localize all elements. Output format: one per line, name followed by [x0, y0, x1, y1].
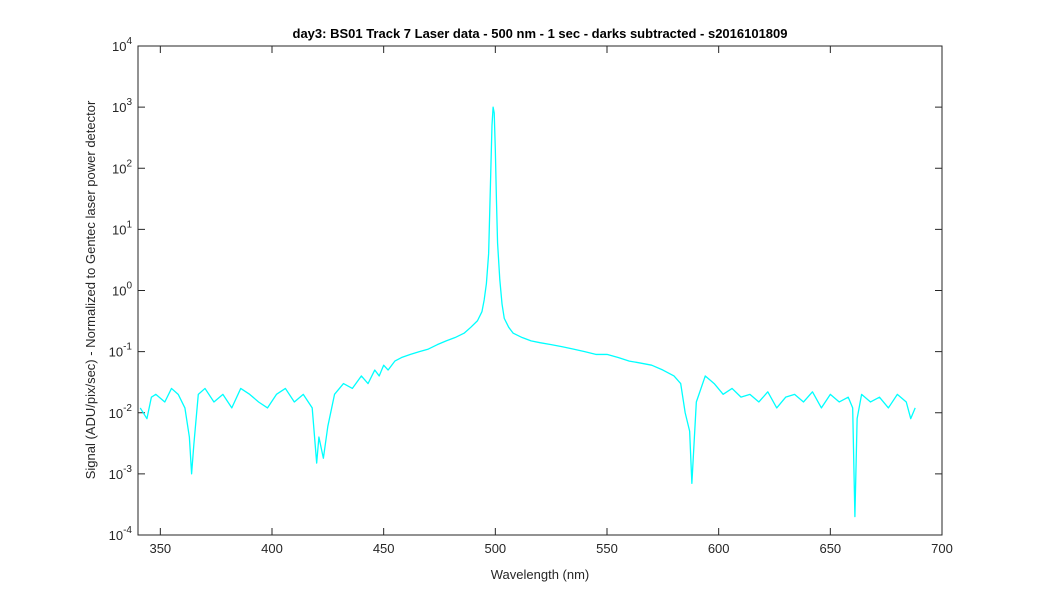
- x-tick-label: 400: [261, 541, 283, 556]
- y-tick-base: 10: [112, 161, 126, 176]
- y-tick-base: 10: [109, 406, 123, 421]
- y-tick-exponent: -4: [123, 525, 132, 536]
- data-series: [139, 106, 916, 518]
- y-tick-base: 10: [112, 284, 126, 299]
- y-tick-label: 10-4: [109, 525, 133, 543]
- y-tick-base: 10: [109, 467, 123, 482]
- y-tick-exponent: 0: [126, 281, 132, 292]
- y-tick-label: 102: [112, 158, 132, 176]
- x-tick-label: 550: [596, 541, 618, 556]
- plot-area: [138, 46, 942, 535]
- series-line: [139, 106, 916, 518]
- x-tick-label: 600: [708, 541, 730, 556]
- y-tick-base: 10: [109, 345, 123, 360]
- y-tick-exponent: 4: [126, 36, 132, 47]
- x-tick-labels: 350 400 450 500 550 600 650 700: [149, 541, 952, 556]
- x-tick-label: 650: [819, 541, 841, 556]
- y-tick-exponent: -3: [123, 464, 132, 475]
- x-tick-label: 700: [931, 541, 953, 556]
- x-tick-label: 500: [484, 541, 506, 556]
- y-tick-label: 101: [112, 219, 132, 237]
- y-tick-exponent: 1: [126, 219, 132, 230]
- y-tick-label: 10-2: [109, 403, 133, 421]
- y-tick-label: 103: [112, 97, 132, 115]
- y-tick-exponent: -1: [123, 342, 132, 353]
- x-axis-label: Wavelength (nm): [491, 567, 590, 582]
- y-tick-base: 10: [112, 39, 126, 54]
- y-tick-exponent: -2: [123, 403, 132, 414]
- y-tick-label: 10-3: [109, 464, 133, 482]
- y-axis-label: Signal (ADU/pix/sec) - Normalized to Gen…: [83, 100, 98, 479]
- x-tick-label: 350: [149, 541, 171, 556]
- x-tick-label: 450: [373, 541, 395, 556]
- y-tick-base: 10: [112, 222, 126, 237]
- y-tick-base: 10: [109, 528, 123, 543]
- y-tick-base: 10: [112, 100, 126, 115]
- y-tick-label: 104: [112, 36, 132, 54]
- axes-box: [137, 45, 943, 536]
- chart-title: day3: BS01 Track 7 Laser data - 500 nm -…: [293, 26, 788, 41]
- y-tick-label: 10-1: [109, 342, 133, 360]
- y-tick-label: 100: [112, 281, 132, 299]
- y-tick-exponent: 2: [126, 158, 132, 169]
- y-tick-exponent: 3: [126, 97, 132, 108]
